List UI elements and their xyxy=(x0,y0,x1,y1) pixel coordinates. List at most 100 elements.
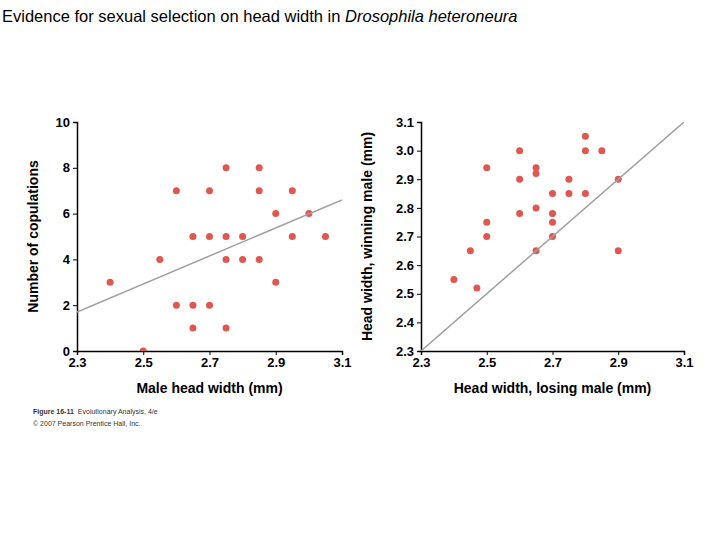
y-tick: 8 xyxy=(63,160,77,175)
point xyxy=(483,233,490,240)
x-tick: 2.5 xyxy=(478,351,496,370)
y-tick: 2 xyxy=(63,298,77,313)
y-axis-line xyxy=(73,123,78,352)
y-tick-mark xyxy=(417,322,421,323)
point xyxy=(549,219,556,226)
point xyxy=(533,204,540,211)
point xyxy=(598,147,605,154)
x-tick: 2.3 xyxy=(412,351,430,370)
point xyxy=(206,233,213,240)
point xyxy=(549,210,556,217)
point xyxy=(223,256,230,263)
chart: 2.3 2.5 2.7 2.9 3.1 2.3 2.4 2.5 2.6 2.7 2.8 2.9 3.0 3… xyxy=(359,115,694,396)
y-tick: 2.9 xyxy=(396,172,421,187)
y-tick-mark xyxy=(417,151,421,152)
y-tick: 2.4 xyxy=(396,315,421,330)
x-tick-label: 2.7 xyxy=(544,355,562,370)
point xyxy=(549,190,556,197)
x-tick-label: 3.1 xyxy=(333,355,351,370)
y-axis: 0246810 xyxy=(56,115,78,359)
page: Evidence for sexual selection on head wi… xyxy=(0,0,720,540)
y-tick-mark xyxy=(73,305,77,306)
point xyxy=(615,247,622,254)
y-tick-label: 4 xyxy=(63,252,71,267)
trend-line xyxy=(421,122,684,351)
point xyxy=(223,325,230,332)
x-tick-label: 2.3 xyxy=(68,355,86,370)
y-tick: 2.8 xyxy=(396,201,421,216)
point xyxy=(206,302,213,309)
y-tick-label: 2.7 xyxy=(396,229,414,244)
caption-book: Evolutionary Analysis, 4/e xyxy=(78,408,158,416)
y-tick-mark xyxy=(417,237,421,238)
point xyxy=(107,279,114,286)
title-species: Drosophila heteroneura xyxy=(345,7,517,25)
y-tick-mark xyxy=(417,351,421,352)
y-tick-label: 3.0 xyxy=(396,143,414,158)
point xyxy=(582,190,589,197)
point xyxy=(322,233,329,240)
point xyxy=(223,164,230,171)
x-tick: 2.7 xyxy=(201,351,219,370)
plot-area xyxy=(77,164,342,351)
y-axis-line xyxy=(417,123,422,352)
caption-copyright: © 2007 Pearson Prentice Hall, Inc. xyxy=(33,420,141,427)
y-tick-label: 8 xyxy=(63,160,70,175)
y-tick: 2.7 xyxy=(396,229,421,244)
point xyxy=(189,233,196,240)
x-axis: 2.3 2.5 2.7 2.9 3.1 xyxy=(68,351,351,370)
x-tick-label: 2.5 xyxy=(135,355,153,370)
point xyxy=(173,302,180,309)
point xyxy=(173,187,180,194)
point xyxy=(239,233,246,240)
x-tick: 3.1 xyxy=(333,351,351,370)
y-tick: 3.1 xyxy=(396,115,421,130)
x-axis-title: Head width, losing male (mm) xyxy=(454,380,652,396)
y-tick: 4 xyxy=(63,252,77,267)
y-tick-label: 2.5 xyxy=(396,286,414,301)
y-tick-label: 2.9 xyxy=(396,172,414,187)
y-axis-title: Number of copulations xyxy=(25,160,41,313)
y-tick-mark xyxy=(73,214,77,215)
y-tick-mark xyxy=(417,265,421,266)
point xyxy=(582,147,589,154)
y-tick-label: 10 xyxy=(56,115,70,130)
x-tick: 2.9 xyxy=(267,351,285,370)
x-tick: 2.3 xyxy=(68,351,86,370)
point xyxy=(256,256,263,263)
x-tick-label: 2.3 xyxy=(412,355,430,370)
point xyxy=(272,279,279,286)
title-text: Evidence for sexual selection on head wi… xyxy=(2,7,345,25)
y-tick: 2.5 xyxy=(396,286,421,301)
point xyxy=(140,348,147,352)
y-tick: 2.6 xyxy=(396,258,421,273)
point xyxy=(272,210,279,217)
x-tick-label: 3.1 xyxy=(675,355,693,370)
x-axis-title: Male head width (mm) xyxy=(136,380,282,396)
x-tick-label: 2.9 xyxy=(610,355,628,370)
y-tick: 6 xyxy=(63,206,77,221)
y-tick-mark xyxy=(73,351,77,352)
y-axis-title: Head width, winning male (mm) xyxy=(359,132,375,341)
y-axis: 2.3 2.4 2.5 2.6 2.7 2.8 2.9 3.0 3.1 xyxy=(396,115,422,359)
y-tick-label: 2.6 xyxy=(396,258,414,273)
point xyxy=(289,187,296,194)
y-tick-mark xyxy=(417,294,421,295)
point xyxy=(565,176,572,183)
page-title: Evidence for sexual selection on head wi… xyxy=(2,7,518,25)
x-tick: 2.7 xyxy=(544,351,562,370)
point xyxy=(256,187,263,194)
y-tick-label: 6 xyxy=(63,206,70,221)
y-tick-mark xyxy=(73,168,77,169)
point xyxy=(256,164,263,171)
point xyxy=(156,256,163,263)
y-tick-label: 2.4 xyxy=(396,315,415,330)
point xyxy=(516,176,523,183)
point xyxy=(565,190,572,197)
y-tick-label: 3.1 xyxy=(396,115,414,130)
point xyxy=(239,256,246,263)
y-tick-label: 2.3 xyxy=(396,344,414,359)
y-tick-mark xyxy=(73,122,77,123)
y-tick: 10 xyxy=(56,115,77,130)
point xyxy=(516,210,523,217)
